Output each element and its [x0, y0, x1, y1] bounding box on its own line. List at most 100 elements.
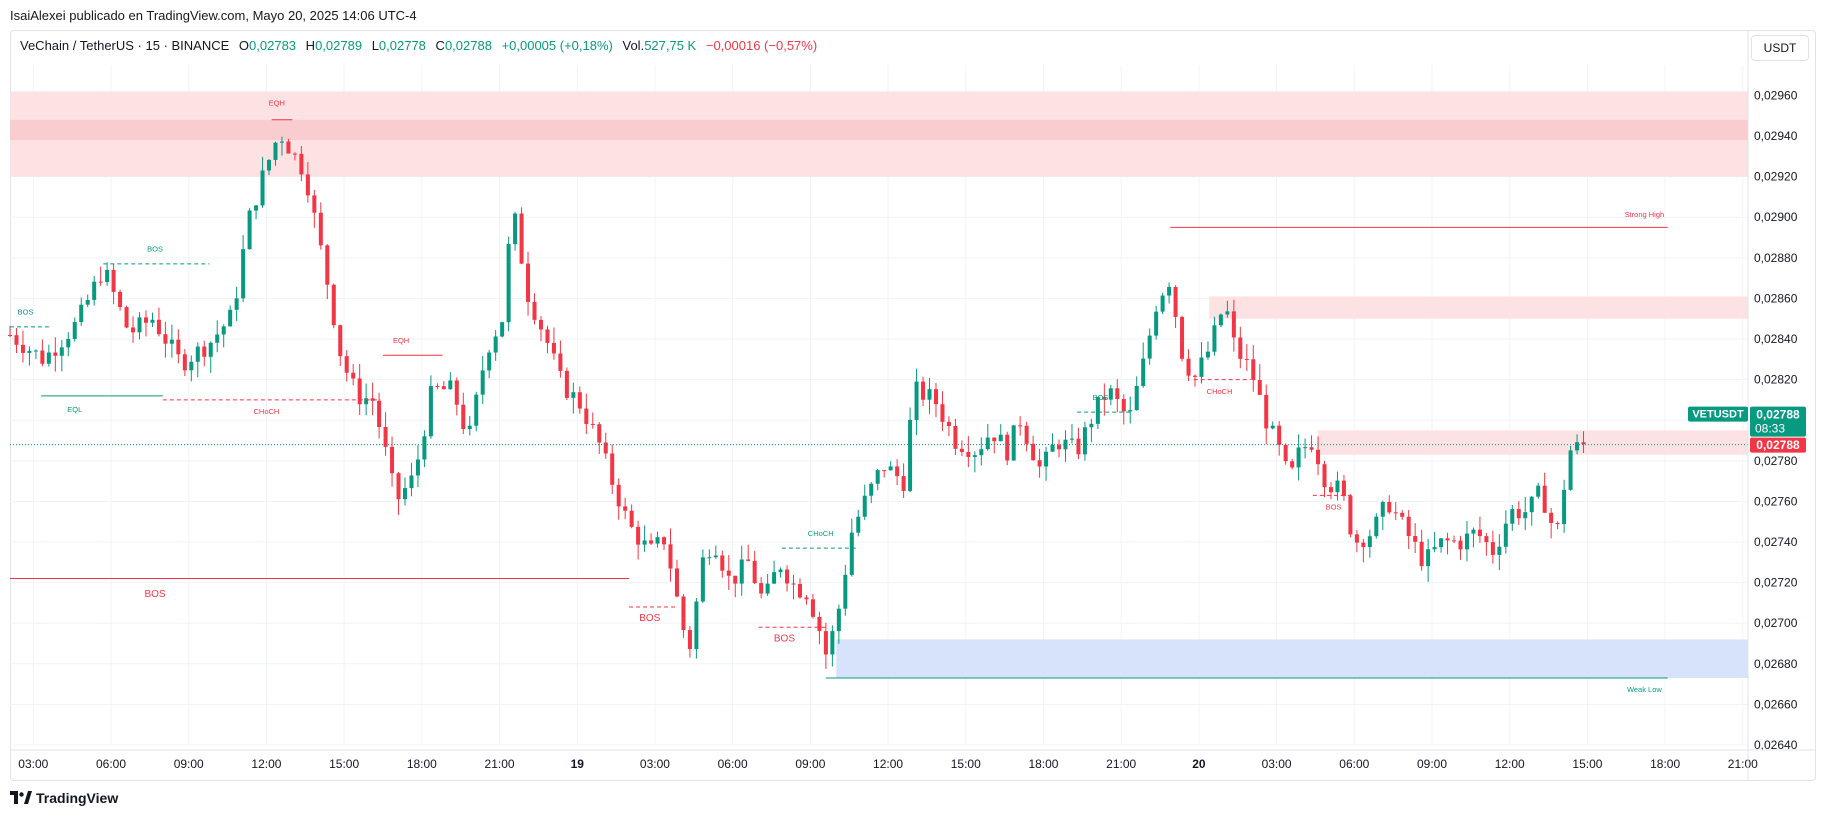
candle-body	[972, 455, 977, 457]
candle-body	[804, 597, 809, 600]
price-axis-label: 0,02760	[1754, 494, 1798, 508]
candle-body	[163, 334, 168, 344]
candle-body	[862, 495, 867, 517]
currency-button[interactable]: USDT	[1751, 35, 1809, 61]
candle-body	[532, 301, 537, 320]
low-label: L	[371, 38, 379, 53]
candle-body	[66, 338, 71, 348]
candle-body	[98, 281, 103, 283]
chart-frame	[10, 30, 1816, 781]
candle-body	[1374, 516, 1379, 537]
candle-body	[558, 353, 563, 371]
candle-body	[1147, 335, 1152, 359]
candle-body	[940, 404, 945, 422]
candle-body	[27, 350, 32, 353]
candle-body	[603, 442, 608, 454]
candle-body	[1141, 358, 1146, 386]
candle-body	[143, 317, 148, 323]
candle-body	[202, 346, 207, 357]
candle-body	[726, 570, 731, 576]
candle-body	[137, 317, 142, 333]
candle-body	[681, 596, 686, 631]
candle-body	[636, 526, 641, 545]
candle-body	[1167, 286, 1172, 296]
time-axis-label: 12:00	[1495, 757, 1525, 771]
time-axis-label: 12:00	[251, 757, 281, 771]
candle-body	[1490, 542, 1495, 555]
candle-body	[286, 141, 291, 154]
candle-body	[623, 506, 628, 511]
candle-body	[959, 448, 964, 453]
candle-body	[1089, 423, 1094, 428]
time-axis-label: 15:00	[951, 757, 981, 771]
candle-body	[325, 245, 330, 285]
time-axis-label: 19	[571, 757, 585, 771]
candle-body	[1458, 540, 1463, 550]
structure-label: BOS	[1326, 503, 1342, 512]
candle-body	[1309, 447, 1314, 450]
candle-body	[1154, 311, 1159, 336]
candle-body	[1076, 438, 1081, 455]
candle-body	[254, 205, 259, 211]
candle-body	[616, 484, 621, 507]
candle-body	[59, 347, 64, 356]
candle-body	[454, 380, 459, 405]
candle-body	[1335, 480, 1340, 493]
candle-body	[1516, 509, 1521, 519]
candle-body	[415, 459, 420, 476]
time-axis-label: 06:00	[718, 757, 748, 771]
candle-body	[1316, 449, 1321, 465]
candle-body	[273, 142, 278, 160]
candle-body	[1439, 538, 1444, 548]
time-axis-label: 18:00	[1650, 757, 1680, 771]
candle-body	[92, 281, 97, 300]
candle-body	[1264, 394, 1269, 429]
candle-body	[513, 213, 518, 245]
candle-body	[435, 386, 440, 388]
candle-body	[247, 210, 252, 250]
candle-body	[1400, 512, 1405, 517]
candle-body	[921, 381, 926, 400]
time-axis-label: 06:00	[1339, 757, 1369, 771]
candle-body	[1270, 425, 1275, 429]
candle-body	[668, 544, 673, 569]
candle-body	[7, 334, 13, 336]
candle-body	[577, 392, 582, 409]
candle-body	[176, 339, 181, 355]
candle-body	[279, 141, 284, 143]
candle-body	[1341, 480, 1346, 497]
candle-body	[1005, 434, 1010, 461]
candle-body	[1477, 529, 1482, 537]
structure-label: BOS	[147, 245, 163, 254]
price-axis-label: 0,02840	[1754, 332, 1798, 346]
price-axis-label: 0,02660	[1754, 697, 1798, 711]
candle-body	[215, 334, 220, 343]
candle-body	[1322, 464, 1327, 488]
candle-body	[228, 309, 233, 327]
candle-body	[649, 540, 654, 544]
candle-body	[1257, 380, 1262, 395]
candle-body	[1419, 541, 1424, 567]
candle-body	[545, 329, 550, 343]
tradingview-logo[interactable]: TradingView	[10, 790, 118, 806]
candle-body	[791, 583, 796, 585]
volume-label: Vol.	[622, 38, 645, 53]
candle-body	[1290, 461, 1295, 468]
candle-body	[331, 284, 336, 326]
time-axis-label: 03:00	[640, 757, 670, 771]
symbol-legend: VeChain / TetherUS · 15 · BINANCE O0,027…	[20, 38, 817, 53]
candle-body	[1037, 460, 1042, 467]
candle-body	[875, 470, 880, 484]
symbol-name[interactable]: VeChain / TetherUS · 15 · BINANCE	[20, 38, 230, 53]
candle-body	[1134, 385, 1139, 411]
candle-body	[1432, 547, 1437, 550]
last-price-tag	[1750, 406, 1806, 437]
candle-body	[1497, 546, 1502, 555]
candle-body	[785, 569, 790, 584]
close-label: C	[435, 38, 445, 53]
candle-body	[1082, 427, 1087, 455]
candle-body	[14, 335, 19, 345]
order-block-zone	[1209, 296, 1748, 319]
candle-body	[733, 575, 738, 584]
